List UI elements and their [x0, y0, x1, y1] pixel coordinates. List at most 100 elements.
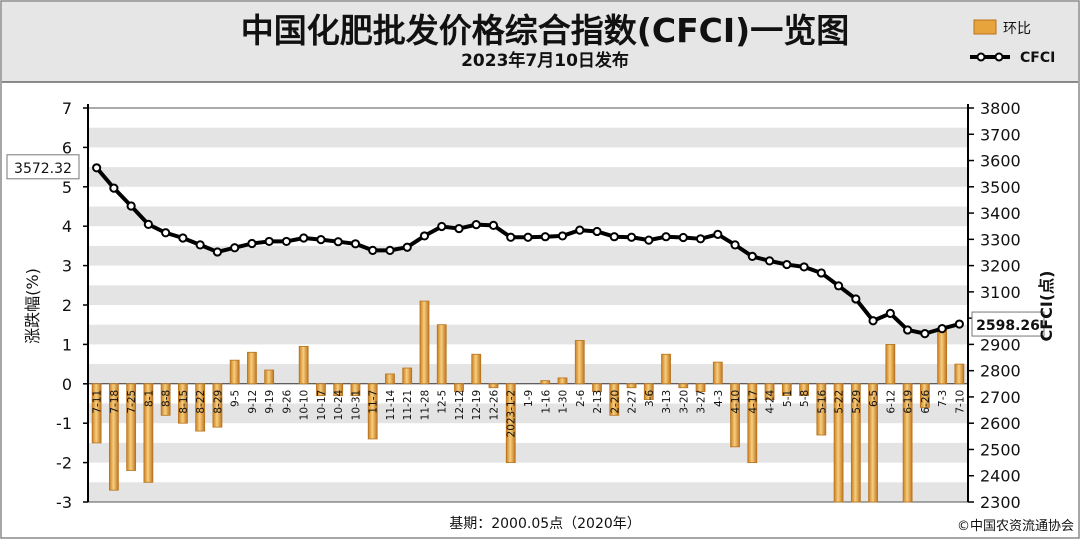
cfci-point — [350, 239, 361, 249]
x-tick-label: 2-13 — [592, 390, 604, 414]
cfci-point — [816, 268, 826, 278]
x-tick-label: 8-15 — [178, 390, 190, 414]
bar-huanbi — [160, 383, 171, 416]
cfci-point — [437, 221, 447, 232]
bar-huanbi — [385, 373, 395, 385]
cfci-point — [903, 325, 913, 335]
x-tick-label: 2-27 — [627, 390, 639, 414]
base-note: 基期：2000.05点（2020年） — [449, 515, 641, 532]
bar-huanbi — [471, 353, 482, 385]
x-tick-label: 3-20 — [678, 390, 690, 414]
cfci-point — [523, 232, 533, 242]
x-tick-label: 8-29 — [212, 390, 224, 414]
grid-band — [88, 127, 968, 148]
cfci-point — [506, 232, 516, 242]
bar-huanbi — [454, 383, 464, 393]
right-tick-label: 2300 — [980, 493, 1021, 512]
right-tick-label: 3100 — [980, 283, 1021, 302]
bar-huanbi — [850, 383, 861, 503]
cfci-point — [471, 220, 481, 230]
cfci-point — [454, 223, 464, 234]
x-tick-label: 10-24 — [333, 389, 345, 420]
left-tick-label: -3 — [56, 493, 72, 512]
cfci-point — [747, 251, 757, 262]
cfci-point — [661, 232, 671, 242]
x-tick-label: 9-26 — [281, 389, 293, 413]
right-tick-label: 2500 — [980, 440, 1021, 459]
bar-huanbi — [919, 383, 930, 408]
bar-huanbi — [764, 383, 775, 400]
right-tick-label: 3300 — [980, 230, 1021, 249]
x-tick-label: 8-22 — [195, 390, 207, 414]
cfci-point — [316, 234, 326, 245]
legend-bar-label: 环比 — [1003, 21, 1031, 37]
x-tick-label: 9-12 — [247, 390, 259, 414]
cfci-point — [713, 229, 723, 239]
bar-huanbi — [574, 340, 585, 385]
x-tick-label: 8-1 — [143, 390, 155, 407]
bar-huanbi — [488, 383, 499, 389]
left-tick-label: 1 — [62, 335, 72, 354]
bar-huanbi — [678, 383, 689, 389]
left-tick-label: 2 — [62, 296, 72, 315]
cfci-point — [851, 294, 861, 304]
x-tick-label: 10-17 — [316, 390, 328, 421]
cfci-point — [92, 163, 102, 173]
x-tick-label: 11-28 — [419, 390, 431, 421]
left-tick-label: 7 — [62, 99, 72, 118]
grid-band — [88, 482, 968, 502]
x-tick-label: 5-1 — [782, 390, 794, 407]
cfci-point — [488, 220, 499, 231]
cfci-point — [885, 308, 895, 319]
bar-huanbi — [367, 383, 378, 440]
right-tick-label: 3700 — [980, 125, 1021, 144]
x-tick-label: 1-30 — [558, 390, 570, 414]
bar-huanbi — [712, 361, 723, 385]
x-tick-label: 9-5 — [230, 390, 242, 407]
x-tick-label: 4-17 — [747, 390, 759, 414]
right-tick-label: 2900 — [980, 335, 1021, 354]
cfci-point — [281, 236, 292, 247]
x-tick-label: 12-12 — [454, 390, 466, 421]
first-value-label: 3572.32 — [14, 161, 72, 177]
bar-huanbi — [247, 351, 257, 385]
cfci-point — [868, 316, 878, 326]
left-axis-title: 涨跌幅(%) — [23, 268, 42, 344]
right-tick-label: 2800 — [980, 362, 1021, 381]
chart-title: 中国化肥批发价格综合指数(CFCI)一览图 — [241, 11, 849, 50]
bar-huanbi — [799, 383, 809, 397]
bar-huanbi — [695, 383, 706, 393]
grid-band — [88, 364, 968, 384]
grid-band — [88, 344, 968, 365]
cfci-point — [609, 232, 619, 242]
grid-band — [88, 285, 968, 305]
bar-huanbi — [902, 383, 913, 503]
left-tick-label: -2 — [56, 454, 72, 473]
bar-huanbi — [505, 383, 516, 463]
x-tick-label: 1-9 — [523, 390, 535, 407]
bar-huanbi — [816, 383, 827, 436]
x-tick-label: 2-6 — [575, 389, 587, 406]
left-tick-label: 6 — [62, 138, 72, 157]
x-tick-label: 12-5 — [437, 390, 449, 414]
bar-huanbi — [730, 383, 740, 448]
right-tick-label: 3400 — [980, 204, 1021, 223]
bar-huanbi — [661, 353, 671, 385]
chart-subtitle: 2023年7月10日发布 — [461, 50, 629, 71]
x-tick-label: 2023-1-2 — [506, 390, 518, 438]
cfci-point — [419, 231, 430, 241]
grid-band — [88, 462, 968, 483]
x-tick-label: 3-6 — [644, 389, 656, 406]
plot-area: -3 -2 -1 0 1 2 3 4 5 6 7 2300 2400 2500 2600 2700 2800 29… — [6, 99, 1045, 512]
x-tick-label: 6-19 — [903, 390, 915, 414]
x-tick-label: 3-27 — [696, 390, 708, 414]
x-tick-label: 5-29 — [851, 390, 863, 414]
bar-huanbi — [868, 383, 878, 503]
x-tick-label: 5-22 — [834, 390, 846, 414]
x-tick-label: 7-25 — [126, 390, 138, 414]
bar-huanbi — [643, 383, 654, 400]
cfci-point — [833, 281, 844, 291]
bar-huanbi — [402, 367, 413, 385]
right-tick-label: 3800 — [980, 99, 1021, 118]
